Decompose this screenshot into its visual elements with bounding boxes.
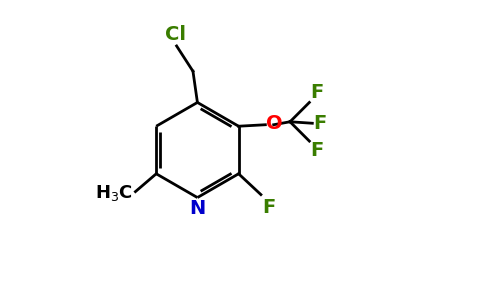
- Text: F: F: [262, 198, 275, 217]
- Text: N: N: [189, 199, 206, 218]
- Text: O: O: [266, 114, 283, 133]
- Text: F: F: [310, 141, 323, 160]
- Text: Cl: Cl: [165, 25, 186, 44]
- Text: F: F: [313, 114, 326, 133]
- Text: H$_3$C: H$_3$C: [95, 183, 133, 203]
- Text: F: F: [310, 83, 323, 102]
